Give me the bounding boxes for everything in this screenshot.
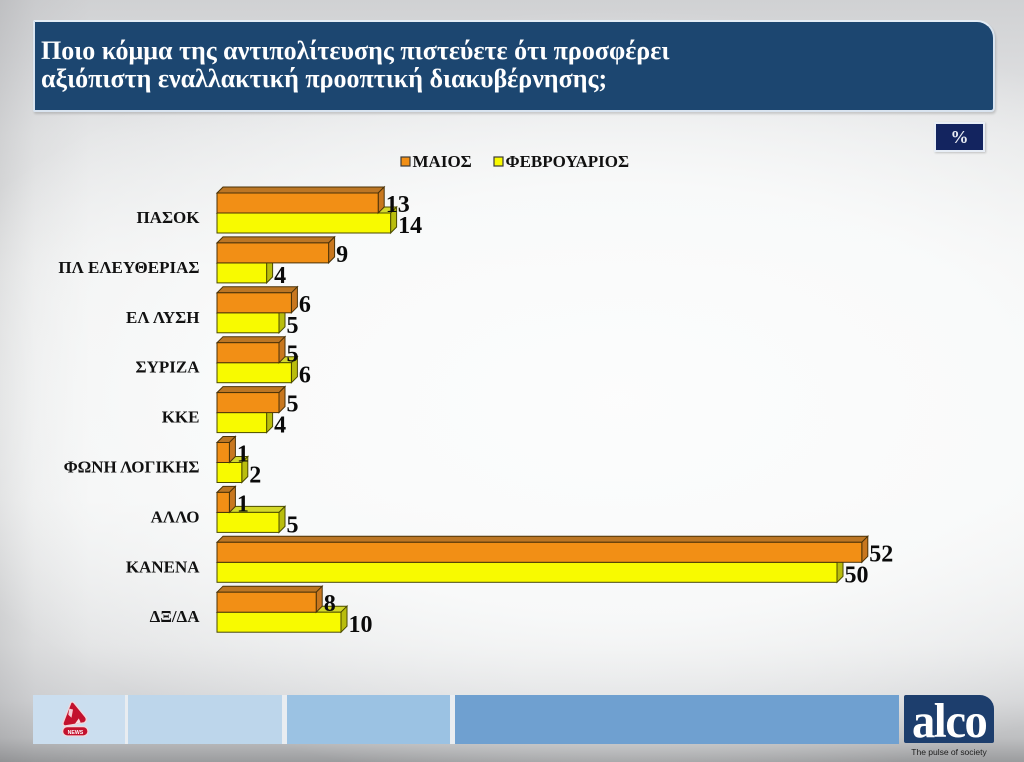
svg-text:2: 2	[249, 463, 261, 489]
svg-text:ΚΑΝΕΝΑ: ΚΑΝΕΝΑ	[126, 557, 200, 576]
svg-text:4: 4	[274, 263, 286, 289]
svg-text:ΠΛ ΕΛΕΥΘΕΡΙΑΣ: ΠΛ ΕΛΕΥΘΕΡΙΑΣ	[58, 258, 199, 277]
svg-text:52: 52	[869, 541, 893, 567]
svg-text:5: 5	[287, 342, 299, 368]
svg-text:1: 1	[237, 491, 249, 517]
svg-text:5: 5	[287, 392, 299, 418]
svg-text:4: 4	[274, 413, 286, 439]
svg-text:6: 6	[299, 363, 311, 389]
svg-text:5: 5	[287, 512, 299, 538]
svg-text:ΦΕΒΡΟΥΑΡΙΟΣ: ΦΕΒΡΟΥΑΡΙΟΣ	[506, 152, 630, 171]
svg-text:8: 8	[324, 591, 336, 617]
svg-text:6: 6	[299, 292, 311, 318]
svg-text:NEWS: NEWS	[68, 730, 84, 736]
svg-text:13: 13	[386, 192, 410, 218]
svg-text:9: 9	[336, 242, 348, 268]
svg-text:50: 50	[845, 562, 869, 588]
svg-text:ΑΛΛΟ: ΑΛΛΟ	[151, 507, 200, 526]
svg-text:14: 14	[398, 213, 422, 239]
svg-text:ΜΑΙΟΣ: ΜΑΙΟΣ	[413, 152, 472, 171]
svg-text:5: 5	[287, 313, 299, 339]
svg-text:10: 10	[349, 612, 373, 638]
svg-text:ΣΥΡΙΖΑ: ΣΥΡΙΖΑ	[135, 358, 200, 377]
svg-text:1: 1	[237, 442, 249, 468]
svg-text:ΕΛ ΛΥΣΗ: ΕΛ ΛΥΣΗ	[126, 308, 199, 327]
svg-text:ΦΩΝΗ ΛΟΓΙΚΗΣ: ΦΩΝΗ ΛΟΓΙΚΗΣ	[64, 458, 200, 477]
svg-text:ΚΚΕ: ΚΚΕ	[162, 408, 200, 427]
svg-text:ΔΞ/ΔΑ: ΔΞ/ΔΑ	[150, 607, 201, 626]
svg-text:ΠΑΣΟΚ: ΠΑΣΟΚ	[136, 208, 200, 227]
